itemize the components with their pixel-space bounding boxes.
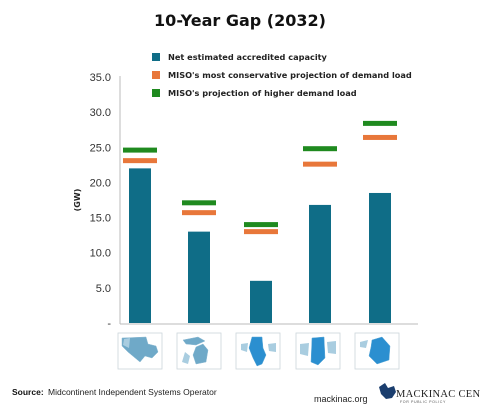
higher-demand-marker-2 xyxy=(182,200,216,206)
mackinac-logo: MACKINAC CENTER FOR PUBLIC POLICY xyxy=(379,383,480,404)
capacity-bar-3 xyxy=(250,280,272,323)
lower-michigan-map-icon xyxy=(360,336,391,365)
conservative-demand-marker-3 xyxy=(244,229,278,235)
y-axis-ticks: - 5.0 10.0 15.0 20.0 25.0 30.0 35.0 xyxy=(90,72,112,330)
capacity-bar-1 xyxy=(129,168,151,323)
y-tick-label: 25.0 xyxy=(90,142,111,154)
legend-swatch-1 xyxy=(152,53,160,61)
legend-label-1: Net estimated accredited capacity xyxy=(168,52,328,62)
y-tick-label: 10.0 xyxy=(90,248,111,260)
bars xyxy=(129,168,391,323)
capacity-bar-5 xyxy=(369,192,391,323)
icon-box-5 xyxy=(354,332,400,370)
higher-demand-marker-3 xyxy=(244,222,278,228)
y-tick-label: 30.0 xyxy=(90,107,111,119)
source-text: Midcontinent Independent Systems Operato… xyxy=(48,387,217,397)
y-tick-label: - xyxy=(107,318,111,330)
higher-demand-marker-1 xyxy=(123,147,157,153)
icon-box-2 xyxy=(176,332,222,370)
legend-label-3: MISO's projection of higher demand load xyxy=(168,88,357,98)
icon-box-3 xyxy=(235,332,281,370)
footer: Source: Midcontinent Independent Systems… xyxy=(12,383,480,404)
legend-swatch-2 xyxy=(152,71,160,79)
conservative-demand-marker-5 xyxy=(363,134,397,140)
higher-demand-marker-5 xyxy=(363,120,397,126)
legend-swatch-3 xyxy=(152,89,160,97)
conservative-demand-marker-4 xyxy=(303,161,337,167)
capacity-bar-2 xyxy=(188,231,210,323)
higher-demand-marker-4 xyxy=(303,146,337,152)
michigan-map-icon xyxy=(182,336,209,365)
icon-box-4 xyxy=(295,332,341,370)
y-tick-label: 20.0 xyxy=(90,177,111,189)
conservative-demand-marker-2 xyxy=(182,210,216,216)
category-icons xyxy=(117,332,400,370)
source-label: Source: xyxy=(12,387,44,397)
chart-title: 10-Year Gap (2032) xyxy=(154,11,326,30)
legend: Net estimated accredited capacity MISO's … xyxy=(152,52,412,98)
miso-region-map-icon xyxy=(121,336,159,363)
legend-label-2: MISO's most conservative projection of d… xyxy=(168,70,412,80)
capacity-bar-4 xyxy=(309,204,331,323)
y-tick-label: 15.0 xyxy=(90,213,111,225)
plot-area xyxy=(119,76,418,325)
icon-box-1 xyxy=(117,332,163,370)
y-axis-label: (GW) xyxy=(73,189,82,212)
y-tick-label: 35.0 xyxy=(90,72,111,84)
logo-wordmark: MACKINAC CENTER xyxy=(396,389,480,400)
y-tick-label: 5.0 xyxy=(96,283,111,295)
website-link[interactable]: mackinac.org xyxy=(314,394,368,404)
illinois-map-icon xyxy=(241,336,276,367)
logo-tagline: FOR PUBLIC POLICY xyxy=(400,400,446,404)
indiana-map-icon xyxy=(300,336,336,366)
conservative-demand-marker-1 xyxy=(123,158,157,164)
michigan-outline-icon xyxy=(379,383,396,399)
demand-markers xyxy=(123,120,397,235)
